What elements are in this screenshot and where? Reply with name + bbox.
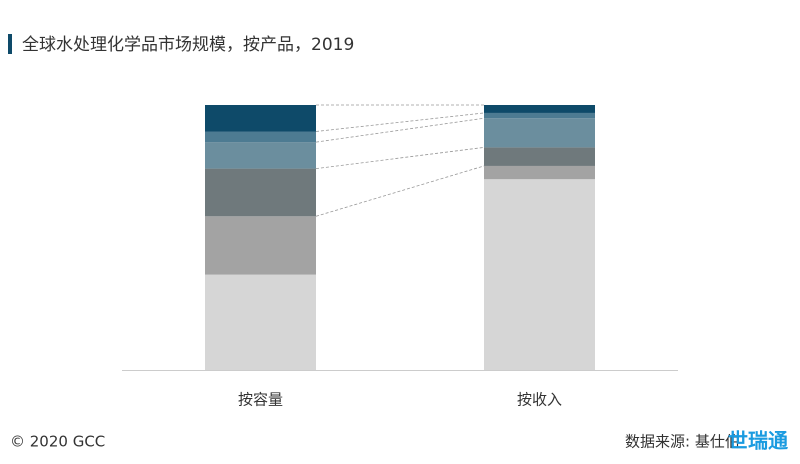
bar-segment (484, 105, 595, 113)
source: 数据来源: 基仕伯 (625, 433, 740, 451)
bar-segment (205, 131, 316, 143)
bar-segment (205, 105, 316, 132)
logo: 世瑞通 (728, 429, 788, 453)
x-tick-label: 按收入 (517, 391, 562, 409)
bar-segment (484, 165, 595, 180)
bar-segment (205, 274, 316, 370)
bar-segment (205, 216, 316, 275)
bar-segment (205, 142, 316, 169)
bar-segment (205, 168, 316, 217)
connector-line (315, 112, 485, 132)
bar-segment (484, 112, 595, 119)
connector-line (315, 147, 485, 169)
copyright: © 2020 GCC (10, 433, 105, 451)
x-tick-label: 按容量 (238, 391, 283, 409)
bar-segment (484, 147, 595, 166)
title-marker (8, 34, 12, 54)
chart-title: 全球水处理化学品市场规模，按产品，2019 (22, 35, 354, 55)
connector-line (315, 117, 485, 143)
bar-segment (484, 179, 595, 370)
bar-segment (484, 118, 595, 148)
connector-line (315, 165, 485, 217)
